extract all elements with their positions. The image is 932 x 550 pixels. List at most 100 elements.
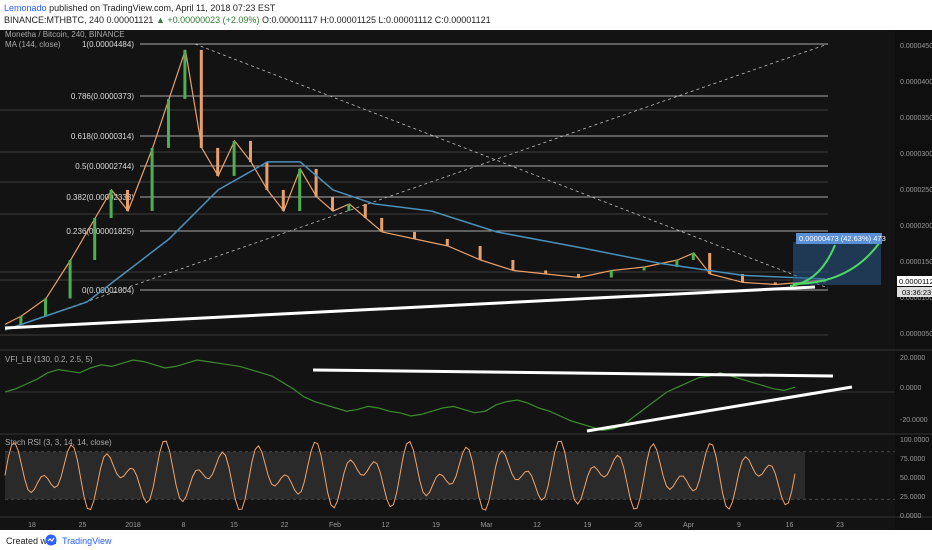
created-with-text: Created with bbox=[6, 536, 57, 546]
stoch-tick-label: 50.0000 bbox=[900, 475, 925, 482]
candle bbox=[741, 273, 744, 283]
x-tick-label: 12 bbox=[533, 522, 541, 529]
publish-text: published on TradingView.com, April 11, … bbox=[49, 3, 276, 13]
candle bbox=[347, 203, 351, 211]
projection-label: 0.00000473 (42.63%) 473 bbox=[799, 234, 886, 243]
stoch-tick-label: 100.0000 bbox=[900, 437, 929, 444]
diagonal-dotted-line bbox=[4, 43, 829, 331]
x-tick-label: 19 bbox=[432, 522, 440, 529]
ohlc-values: O:0.00001117 H:0.00001125 L:0.00001112 C… bbox=[261, 15, 491, 25]
x-tick-label: 8 bbox=[182, 522, 186, 529]
candle bbox=[150, 147, 154, 211]
projection-curve bbox=[792, 241, 881, 285]
x-tick-label: 12 bbox=[382, 522, 390, 529]
vfi-indicator-label: VFI_LB (130, 0.2, 2.5, 5) bbox=[5, 355, 93, 364]
x-tick-label: 25 bbox=[79, 522, 87, 529]
ticker-label: BINANCE:MTHBTC, 240 bbox=[4, 15, 105, 25]
x-tick-label: 18 bbox=[28, 522, 36, 529]
price-change: ▲ +0.00000023 (+2.09%) bbox=[155, 15, 260, 25]
ma-indicator-label: MA (144, close) bbox=[5, 40, 61, 49]
grid bbox=[0, 349, 932, 518]
candle bbox=[642, 266, 646, 271]
projection-box bbox=[793, 242, 881, 285]
candle bbox=[413, 231, 416, 239]
stoch-k-line bbox=[4, 440, 796, 511]
candle bbox=[281, 189, 285, 211]
x-tick-label: Feb bbox=[329, 522, 341, 529]
last-price-box bbox=[897, 276, 932, 286]
fib-level-label: 0.618(0.0000314) bbox=[71, 132, 135, 141]
fib-level-label: 0.382(0.00002333) bbox=[66, 193, 134, 202]
stoch-rsi-series bbox=[4, 440, 895, 511]
trendline bbox=[4, 285, 816, 330]
x-tick-label: 16 bbox=[786, 522, 794, 529]
candle bbox=[298, 168, 302, 211]
x-tick-label: 26 bbox=[634, 522, 642, 529]
vfi-trendline bbox=[312, 368, 834, 378]
candle bbox=[126, 189, 129, 211]
candle bbox=[199, 49, 203, 148]
vfi-tick-label: 20.0000 bbox=[900, 355, 925, 362]
author-link[interactable]: Lemonado bbox=[4, 3, 47, 13]
candle bbox=[216, 147, 220, 176]
projection-label-box bbox=[796, 233, 882, 244]
stoch-tick-label: 0.0000 bbox=[900, 513, 922, 520]
vfi-line bbox=[4, 359, 796, 432]
candle bbox=[44, 298, 47, 316]
countdown-box bbox=[897, 287, 932, 297]
candle bbox=[445, 238, 449, 246]
vfi-tick-label: -20.0000 bbox=[900, 417, 928, 424]
candle bbox=[577, 273, 580, 278]
stoch-indicator-label: Stoch RSI (3, 3, 14, 14, close) bbox=[5, 438, 112, 447]
candle bbox=[380, 217, 384, 232]
candle bbox=[675, 259, 679, 267]
x-tick-label: Mar bbox=[480, 522, 493, 529]
candle bbox=[68, 259, 72, 299]
projection-curve bbox=[789, 244, 836, 287]
chart-header: Lemonado published on TradingView.com, A… bbox=[0, 0, 932, 30]
ma-line bbox=[4, 161, 826, 331]
candle bbox=[167, 98, 170, 148]
countdown-label: 03:36:23 bbox=[902, 288, 931, 297]
candle bbox=[609, 270, 613, 278]
candle bbox=[314, 168, 318, 197]
diagonal-dotted-line bbox=[194, 43, 829, 289]
candle bbox=[265, 161, 269, 190]
fib-level-label: 0.786(0.0000373) bbox=[71, 92, 135, 101]
vfi-trendline bbox=[586, 385, 853, 433]
x-tick-label: 23 bbox=[836, 522, 844, 529]
ohlc-line: BINANCE:MTHBTC, 240 0.00001121 ▲ +0.0000… bbox=[4, 15, 491, 25]
chart-svg[interactable]: 1(0.00004484) 0.786(0.0000373) 0.618(0.000… bbox=[0, 30, 932, 530]
candle bbox=[478, 245, 482, 260]
last-price-label: 0.00001121 bbox=[899, 277, 932, 286]
candle bbox=[19, 315, 23, 325]
last-price: 0.00001121 bbox=[106, 15, 154, 25]
chart-area[interactable]: 1(0.00004484) 0.786(0.0000373) 0.618(0.000… bbox=[0, 30, 932, 530]
candle bbox=[183, 49, 187, 99]
vfi-series bbox=[4, 359, 895, 433]
x-tick-label: 19 bbox=[584, 522, 592, 529]
candle bbox=[109, 189, 113, 218]
tradingview-link[interactable]: TradingView bbox=[62, 536, 112, 546]
fib-level-label: 0(0.00001004) bbox=[82, 286, 134, 295]
price-series: 0.00000473 (42.63%) 473 bbox=[4, 49, 886, 331]
candle bbox=[232, 140, 236, 176]
footer: Created with TradingView bbox=[0, 530, 932, 550]
candle bbox=[331, 196, 334, 211]
candle bbox=[544, 270, 548, 274]
fib-level-label: 0.236(0.00001825) bbox=[66, 227, 134, 236]
fib-level-label: 0.5(0.00002744) bbox=[75, 162, 134, 171]
x-tick-label: Apr bbox=[683, 522, 695, 529]
candle bbox=[363, 203, 367, 218]
x-tick-label: 2018 bbox=[125, 522, 141, 529]
stoch-tick-label: 75.0000 bbox=[900, 456, 925, 463]
vfi-tick-label: 0.0000 bbox=[900, 385, 922, 392]
chart-title: Monetha / Bitcoin, 240, BINANCE bbox=[5, 30, 125, 39]
